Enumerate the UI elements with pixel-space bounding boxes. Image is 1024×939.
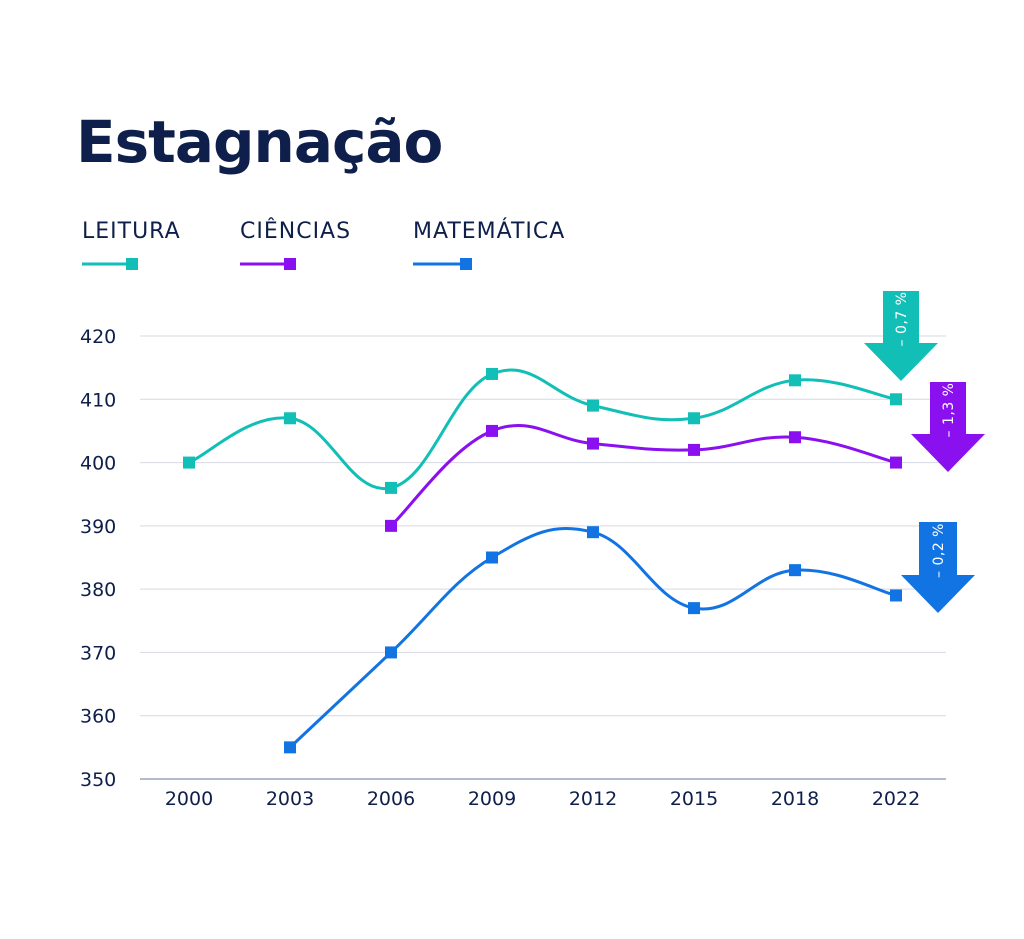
x-tick-label: 2000 bbox=[165, 788, 213, 810]
x-tick-label: 2022 bbox=[872, 788, 920, 810]
data-point-matematica bbox=[486, 551, 498, 564]
data-point-ciencias bbox=[688, 443, 700, 456]
series-lines bbox=[187, 368, 898, 749]
y-tick-label: 350 bbox=[80, 769, 116, 791]
legend-swatch-marker bbox=[284, 258, 296, 270]
legend: LEITURA CIÊNCIAS MATEMÁTICA bbox=[82, 218, 565, 270]
x-tick-label: 2003 bbox=[266, 788, 314, 810]
data-point-leitura bbox=[688, 412, 700, 425]
y-tick-label: 410 bbox=[80, 389, 116, 411]
data-point-leitura bbox=[486, 367, 498, 380]
change-arrow-matematica: – 0,2 % bbox=[901, 522, 975, 613]
legend-label: LEITURA bbox=[82, 219, 181, 244]
y-tick-label: 360 bbox=[80, 706, 116, 728]
data-point-ciencias bbox=[385, 519, 397, 532]
change-label: – 0,7 % bbox=[894, 292, 910, 347]
y-tick-label: 420 bbox=[80, 326, 116, 348]
change-arrow-leitura: – 0,7 % bbox=[864, 291, 938, 381]
data-point-leitura bbox=[587, 399, 599, 412]
y-tick-label: 370 bbox=[80, 642, 116, 664]
data-point-leitura bbox=[789, 374, 801, 387]
x-tick-label: 2006 bbox=[367, 788, 415, 810]
data-point-ciencias bbox=[789, 431, 801, 444]
data-point-leitura bbox=[284, 412, 296, 425]
legend-label: MATEMÁTICA bbox=[413, 218, 565, 244]
legend-swatch-marker bbox=[126, 258, 138, 270]
data-point-ciencias bbox=[486, 424, 498, 437]
data-point-ciencias bbox=[587, 437, 599, 450]
data-point-leitura bbox=[183, 456, 195, 469]
data-point-matematica bbox=[284, 741, 296, 754]
x-tick-label: 2018 bbox=[771, 788, 819, 810]
series-line-ciencias bbox=[389, 424, 898, 528]
gridlines bbox=[140, 335, 946, 780]
legend-entry-ciencias: CIÊNCIAS bbox=[240, 218, 351, 270]
x-tick-label: 2015 bbox=[670, 788, 718, 810]
legend-swatch-marker bbox=[460, 258, 472, 270]
legend-entry-leitura: LEITURA bbox=[82, 219, 181, 270]
y-tick-label: 380 bbox=[80, 579, 116, 601]
data-point-matematica bbox=[789, 564, 801, 577]
x-tick-label: 2009 bbox=[468, 788, 516, 810]
data-point-matematica bbox=[385, 646, 397, 659]
change-arrow-ciencias: – 1,3 % bbox=[911, 382, 985, 472]
data-point-leitura bbox=[385, 481, 397, 494]
series-line-matematica bbox=[288, 527, 898, 749]
change-label: – 1,3 % bbox=[941, 383, 957, 438]
data-point-leitura bbox=[890, 393, 902, 406]
series-line-leitura bbox=[187, 368, 898, 491]
x-axis-ticks: 2000 2003 2006 2009 2012 2015 2018 2022 bbox=[165, 788, 920, 810]
change-label: – 0,2 % bbox=[931, 523, 947, 578]
change-arrows: – 0,7 % – 1,3 % – 0,2 % bbox=[864, 291, 985, 613]
data-point-matematica bbox=[587, 526, 599, 539]
series-points bbox=[183, 367, 902, 754]
chart-title: Estagnação bbox=[76, 108, 443, 176]
y-tick-label: 390 bbox=[80, 516, 116, 538]
y-axis-ticks: 420 410 400 390 380 370 360 350 bbox=[80, 326, 116, 791]
y-tick-label: 400 bbox=[80, 453, 116, 475]
x-tick-label: 2012 bbox=[569, 788, 617, 810]
data-point-ciencias bbox=[890, 456, 902, 469]
legend-entry-matematica: MATEMÁTICA bbox=[413, 218, 565, 270]
legend-label: CIÊNCIAS bbox=[240, 218, 351, 244]
data-point-matematica bbox=[890, 589, 902, 602]
data-point-matematica bbox=[688, 602, 700, 615]
